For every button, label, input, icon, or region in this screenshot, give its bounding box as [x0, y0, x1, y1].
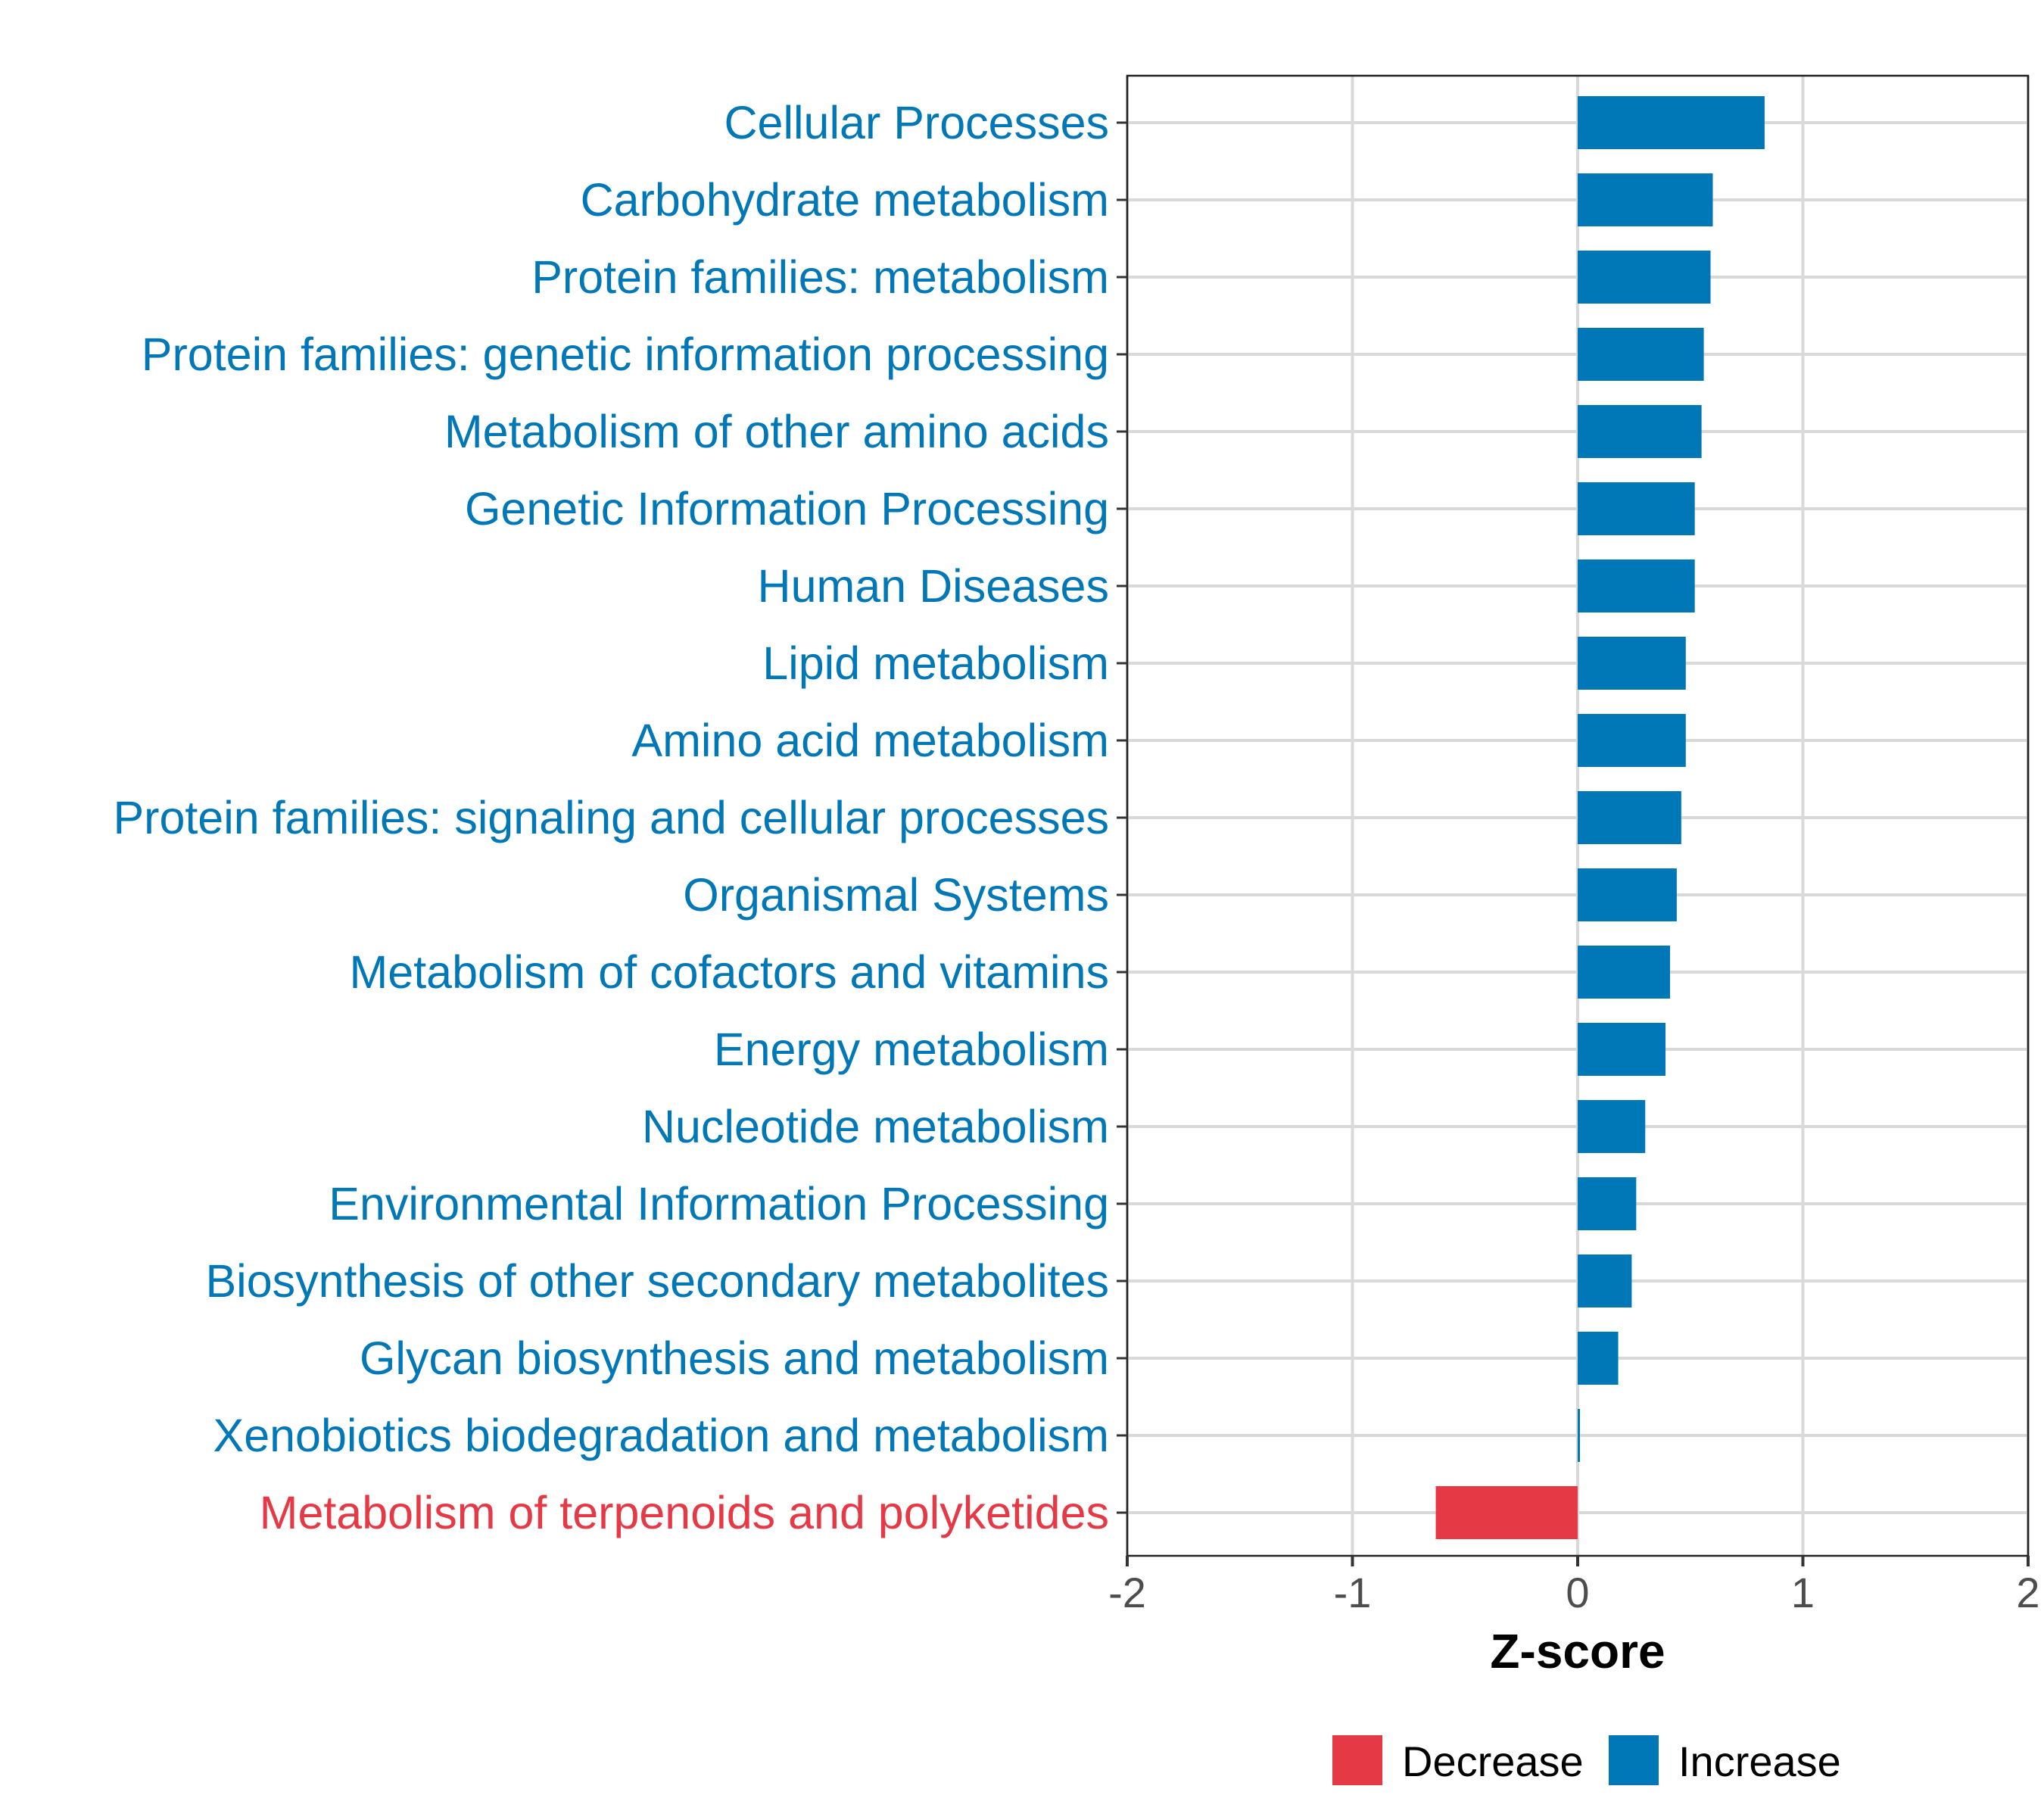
- x-tick-label: -2: [1108, 1569, 1146, 1616]
- bar: [1435, 1486, 1578, 1539]
- legend-key: [1609, 1735, 1659, 1785]
- bar: [1578, 868, 1677, 921]
- category-label: Glycan biosynthesis and metabolism: [360, 1332, 1109, 1384]
- bar: [1578, 1409, 1580, 1462]
- category-label: Metabolism of other amino acids: [444, 406, 1109, 457]
- category-label: Nucleotide metabolism: [642, 1101, 1109, 1152]
- bar: [1578, 173, 1713, 226]
- x-axis-ticks: -2 -1 0 1 2: [1108, 1556, 2040, 1616]
- bar: [1578, 791, 1681, 844]
- bar: [1578, 1100, 1646, 1153]
- bar: [1578, 1023, 1666, 1076]
- bar: [1578, 1332, 1619, 1385]
- bar: [1578, 405, 1702, 458]
- category-label: Carbohydrate metabolism: [581, 174, 1109, 226]
- bars: [1435, 96, 1765, 1539]
- x-tick-label: 0: [1566, 1569, 1589, 1616]
- x-tick-label: 1: [1791, 1569, 1815, 1616]
- bar: [1578, 946, 1670, 999]
- category-label: Metabolism of terpenoids and polyketides: [260, 1487, 1109, 1538]
- x-tick-label: 2: [2016, 1569, 2039, 1616]
- category-label: Genetic Information Processing: [465, 483, 1109, 535]
- category-label: Protein families: genetic information pr…: [142, 329, 1109, 380]
- bar: [1578, 559, 1695, 612]
- x-tick-label: -1: [1334, 1569, 1372, 1616]
- bar: [1578, 714, 1686, 767]
- category-label: Protein families: signaling and cellular…: [113, 792, 1109, 843]
- bar: [1578, 96, 1765, 149]
- category-label: Metabolism of cofactors and vitamins: [349, 946, 1109, 998]
- category-label: Biosynthesis of other secondary metaboli…: [205, 1255, 1109, 1307]
- legend-label: Decrease: [1402, 1738, 1584, 1785]
- x-axis-label: Z-score: [1490, 1624, 1665, 1678]
- category-label: Energy metabolism: [714, 1024, 1109, 1075]
- bar: [1578, 1177, 1637, 1230]
- category-label: Protein families: metabolism: [531, 251, 1109, 303]
- bar: [1578, 251, 1711, 304]
- category-label: Lipid metabolism: [762, 637, 1109, 689]
- category-label: Cellular Processes: [724, 97, 1109, 148]
- legend-key: [1332, 1735, 1382, 1785]
- category-label: Human Diseases: [758, 560, 1109, 612]
- category-label: Xenobiotics biodegradation and metabolis…: [213, 1410, 1109, 1461]
- bar: [1578, 328, 1704, 381]
- category-label: Environmental Information Processing: [329, 1178, 1109, 1230]
- bar: [1578, 1254, 1632, 1307]
- category-labels: Cellular Processes Carbohydrate metabolis…: [113, 97, 1127, 1538]
- category-label: Organismal Systems: [683, 869, 1109, 921]
- bar: [1578, 637, 1686, 690]
- legend-label: Increase: [1678, 1738, 1841, 1785]
- category-label: Amino acid metabolism: [631, 715, 1109, 766]
- legend: Decrease Increase: [1332, 1735, 1841, 1785]
- bar: [1578, 482, 1695, 535]
